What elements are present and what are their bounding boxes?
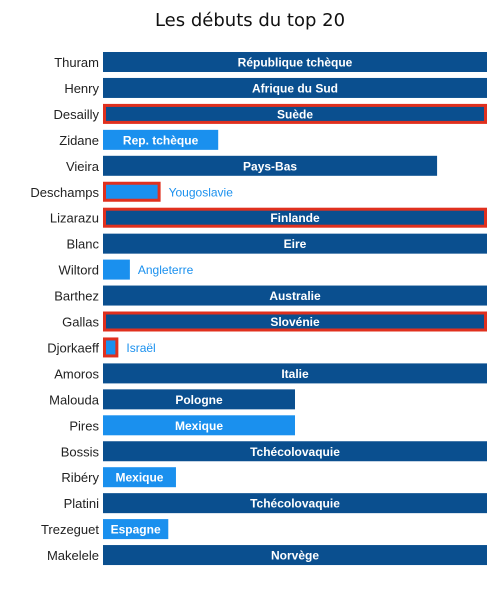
player-label: Ribéry (61, 470, 99, 485)
bar (103, 129, 219, 150)
bar (103, 285, 487, 306)
player-label: Vieira (66, 159, 100, 174)
bar-value-label: Slovénie (270, 315, 320, 329)
player-label: Blanc (66, 237, 99, 252)
bar (103, 259, 130, 280)
player-label: Bossis (61, 444, 100, 459)
bar-value-label: Yougoslavie (169, 185, 234, 199)
bar-value-label: Angleterre (138, 263, 194, 277)
chart-title: Les débuts du top 20 (154, 10, 346, 31)
player-label: Deschamps (30, 185, 99, 200)
bar-value-label: Suède (277, 107, 313, 121)
bar (103, 103, 487, 124)
player-label: Makelele (47, 548, 99, 563)
bar (103, 181, 161, 202)
bar-value-label: Australie (269, 289, 321, 303)
player-label: Malouda (49, 392, 100, 407)
player-label: Barthez (54, 289, 99, 304)
bar (103, 52, 487, 72)
bar-value-label: Mexique (115, 471, 163, 485)
bar (103, 311, 487, 332)
bar-value-label: Norvège (271, 549, 319, 563)
bar (103, 389, 295, 410)
bar (103, 233, 487, 254)
player-label: Lizarazu (50, 211, 99, 226)
player-label: Trezeguet (41, 522, 99, 537)
bar (103, 467, 176, 488)
bar (103, 519, 169, 540)
bar-value-label: Israël (126, 341, 155, 355)
bar (103, 337, 119, 358)
player-label: Platini (64, 496, 100, 511)
player-label: Amoros (54, 366, 99, 381)
bar (103, 207, 487, 228)
bar-value-label: Pays-Bas (243, 159, 297, 173)
bar-value-label: Rep. tchèque (123, 133, 199, 147)
bar-value-label: Tchécolovaquie (250, 445, 340, 459)
bar-value-label: Eire (284, 237, 307, 251)
bar-value-label: Espagne (111, 523, 161, 537)
bar-value-label: Afrique du Sud (252, 81, 338, 95)
bar-value-label: Italie (281, 367, 309, 381)
bar (103, 415, 295, 436)
bar-value-label: Finlande (270, 211, 320, 225)
bar-value-label: Tchécolovaquie (250, 497, 340, 511)
bar-value-label: République tchèque (238, 56, 353, 70)
bar-value-label: Mexique (175, 419, 223, 433)
player-label: Zidane (59, 133, 99, 148)
player-label: Pires (69, 418, 99, 433)
player-label: Henry (64, 81, 99, 96)
bar (103, 363, 487, 384)
bar (103, 493, 487, 514)
bar (103, 545, 487, 566)
player-label: Wiltord (59, 263, 99, 278)
player-label: Djorkaeff (47, 340, 99, 355)
player-label: Desailly (53, 107, 99, 122)
player-label: Thuram (54, 55, 99, 70)
bar (103, 441, 487, 462)
bar-value-label: Pologne (175, 393, 223, 407)
bar (103, 77, 487, 98)
player-label: Gallas (62, 315, 99, 330)
bar (103, 155, 438, 176)
